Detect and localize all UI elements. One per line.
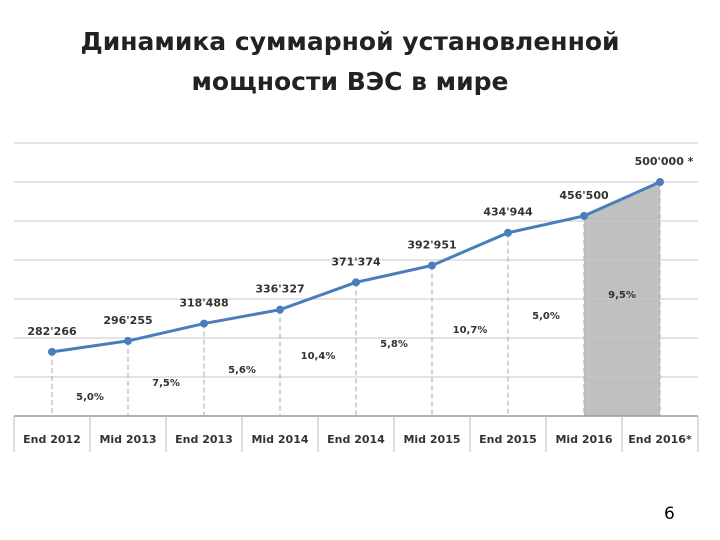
title: Динамика суммарной установленной мощност… <box>80 27 620 96</box>
growth-label: 5,6% <box>228 365 256 376</box>
value-label: 456'500 <box>559 189 609 202</box>
x-tick-label: End 2016* <box>628 433 692 446</box>
point <box>124 336 132 345</box>
growth-label: 10,7% <box>453 325 488 336</box>
x-tick-label: Mid 2016 <box>555 433 612 446</box>
x-tick-label: End 2012 <box>23 433 81 446</box>
growth-label: 5,8% <box>380 339 408 350</box>
value-label: 282'266 <box>27 325 77 338</box>
point <box>580 211 588 220</box>
point <box>504 228 512 237</box>
page-number: 6 <box>664 504 675 524</box>
x-tick-label: Mid 2014 <box>251 433 308 446</box>
point <box>656 178 664 186</box>
x-tick-label: Mid 2015 <box>403 433 460 446</box>
value-label: 434'944 <box>483 206 533 219</box>
x-tick-label: End 2015 <box>479 433 537 446</box>
growth-label: 5,0% <box>76 392 104 403</box>
value-label: 296'255 <box>103 314 152 327</box>
point <box>48 347 56 356</box>
value-label: 500'000 * <box>635 155 694 168</box>
x-tick-label: Mid 2013 <box>99 433 156 446</box>
point <box>352 278 360 287</box>
growth-label: 7,5% <box>152 378 180 389</box>
point <box>428 261 436 270</box>
value-label: 392'951 <box>407 238 456 251</box>
growth-label: 5,0% <box>532 311 560 322</box>
value-label: 336'327 <box>255 283 304 296</box>
point <box>200 319 208 328</box>
x-tick-label: End 2014 <box>327 433 385 446</box>
growth-label: 10,4% <box>301 351 336 362</box>
value-label: 318'488 <box>179 297 228 310</box>
x-tick-label: End 2013 <box>175 433 233 446</box>
point <box>276 305 284 314</box>
growth-label: 9,5% <box>608 290 636 301</box>
value-label: 371'374 <box>331 255 381 268</box>
